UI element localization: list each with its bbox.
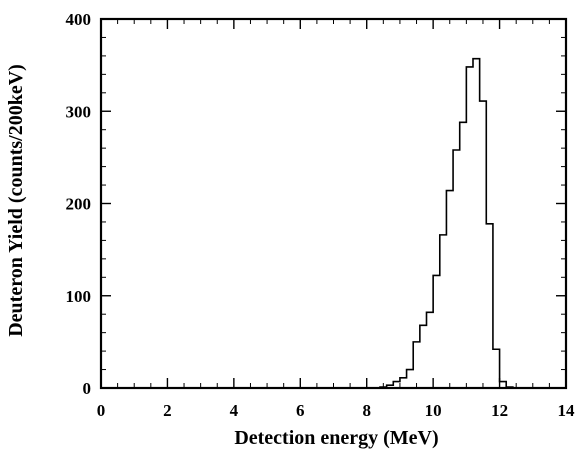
- plot-frame: [99, 17, 568, 390]
- tick-labels: 0 2 4 6 8 10 12 14 0 100 200 300 400: [66, 10, 576, 420]
- x-tick-label: 14: [558, 401, 576, 420]
- y-tick-label: 200: [66, 195, 92, 214]
- y-tick-label: 100: [66, 287, 92, 306]
- histogram-outline: [379, 57, 514, 388]
- x-tick-label: 0: [97, 401, 106, 420]
- y-tick-label: 400: [66, 10, 92, 29]
- x-axis-title: Detection energy (MeV): [234, 427, 438, 449]
- y-tick-label: 300: [66, 102, 92, 121]
- x-tick-label: 6: [296, 401, 305, 420]
- y-tick-label: 0: [83, 379, 92, 398]
- x-tick-label: 10: [425, 401, 442, 420]
- x-tick-label: 4: [230, 401, 239, 420]
- x-tick-label: 12: [491, 401, 508, 420]
- axis-ticks: [100, 18, 567, 389]
- x-tick-label: 2: [163, 401, 172, 420]
- x-tick-label: 8: [362, 401, 371, 420]
- y-axis-title: Deuteron Yield (counts/200keV): [5, 64, 27, 337]
